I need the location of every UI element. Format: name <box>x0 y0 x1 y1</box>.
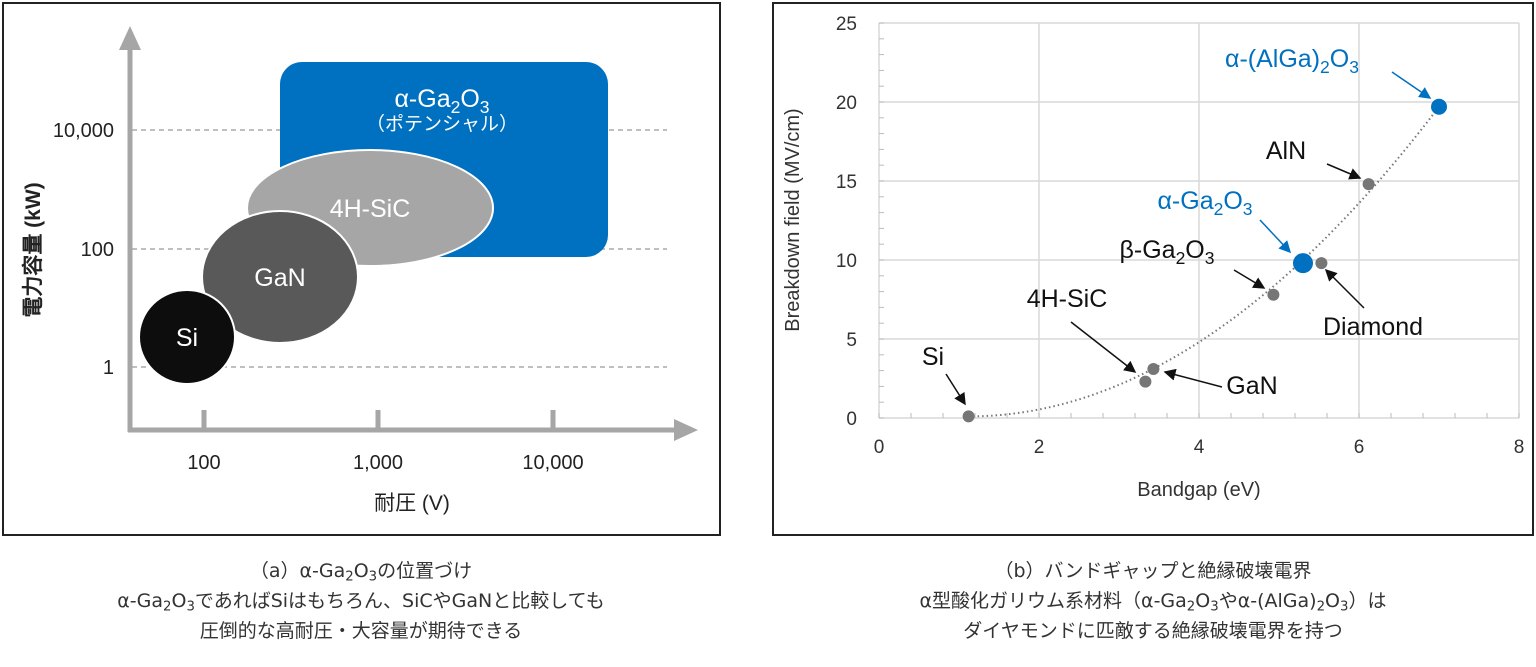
y-tick-label: 20 <box>836 93 857 114</box>
panel-power-vs-voltage: 10,000 100 1 100 1,000 10,000 耐圧 (V) 電力容… <box>2 2 721 536</box>
region-sublabel-potential: （ポテンシャル） <box>366 113 518 135</box>
x-tick-label: 10,000 <box>522 452 583 474</box>
x-axis-arrow-icon <box>674 419 698 441</box>
data-point--ga2o3 <box>1293 253 1313 274</box>
region-label-4h-sic: 4H-SiC <box>330 195 411 223</box>
data-point-diamond <box>1315 257 1328 270</box>
caption-a-title: （a）α-Ga2O3の位置づけ <box>249 560 473 585</box>
annotation-4h-sic: 4H-SiC <box>1027 285 1108 313</box>
x-axis-label: Bandgap (eV) <box>1137 479 1260 501</box>
data-point-aln <box>1362 178 1375 191</box>
annotation-arrow <box>1233 269 1266 289</box>
region-label-gan: GaN <box>254 264 305 292</box>
y-tick-label: 15 <box>836 172 857 193</box>
y-tick-label: 25 <box>836 14 857 35</box>
annotation-aln: AlN <box>1266 137 1306 165</box>
y-tick-label: 0 <box>846 409 857 430</box>
caption-b-title: （b）バンドギャップと絶縁破壊電界 <box>994 560 1312 582</box>
panel-breakdown-vs-bandgap: 0 2 4 6 8 0 5 10 15 20 25 α-(AlGa)2O3 AlN α-Ga2O3 … <box>772 2 1534 536</box>
annotation-gan: GaN <box>1226 372 1277 400</box>
annotation-arrow <box>1326 163 1362 180</box>
annotation-beta-ga2o3: β-Ga2O3 <box>1120 236 1215 268</box>
x-tick-label: 2 <box>1034 437 1045 458</box>
region-label-si: Si <box>176 324 198 352</box>
annotation-arrow <box>1324 268 1365 309</box>
x-tick-label: 8 <box>1514 437 1525 458</box>
data-point-4h-sic <box>1139 375 1152 388</box>
x-tick-label: 6 <box>1354 437 1365 458</box>
annotation-alpha-alga2o3: α-(AlGa)2O3 <box>1225 45 1359 77</box>
y-axis-label: 電力容量 (kW) <box>21 182 45 317</box>
x-axis-label: 耐圧 (V) <box>374 492 450 515</box>
annotation-arrow <box>1163 368 1223 388</box>
annotation-arrow <box>945 373 966 406</box>
caption-b-line: α型酸化ガリウム系材料（α-Ga2O3やα-(AlGa)2O3）は <box>919 590 1387 615</box>
annotation-si: Si <box>922 343 944 371</box>
annotation-arrow <box>1070 321 1137 373</box>
caption-a-line: 圧倒的な高耐圧・大容量が期待できる <box>199 620 523 642</box>
caption-b: （b）バンドギャップと絶縁破壊電界 α型酸化ガリウム系材料（α-Ga2O3やα-… <box>772 556 1534 646</box>
y-tick-label: 10 <box>836 251 857 272</box>
data-point-si <box>962 410 975 423</box>
caption-a-line: α-Ga2O3であればSiはもちろん、SiCやGaNと比較しても <box>117 590 605 615</box>
data-point-gan <box>1147 363 1160 376</box>
x-tick-label: 100 <box>187 452 220 474</box>
x-tick-label: 4 <box>1194 437 1205 458</box>
caption-b-line: ダイヤモンドに匹敵する絶縁破壊電界を持つ <box>963 620 1343 642</box>
y-axis-label: Breakdown field (MV/cm) <box>782 108 804 331</box>
y-axis-arrow-icon <box>119 26 141 50</box>
x-tick-label: 1,000 <box>353 452 403 474</box>
y-tick-label: 100 <box>81 239 114 261</box>
annotation-arrow <box>1259 219 1292 254</box>
x-tick-label: 0 <box>874 437 885 458</box>
annotation-alpha-ga2o3: α-Ga2O3 <box>1157 187 1252 219</box>
y-tick-label: 10,000 <box>53 120 114 142</box>
region-label-alpha-ga2o3: α-Ga2O3 <box>394 85 489 117</box>
annotation-arrow <box>1391 71 1432 99</box>
data-point--alga-2o3 <box>1431 98 1447 115</box>
y-tick-label: 1 <box>103 357 114 379</box>
region-gan <box>201 210 359 344</box>
y-tick-label: 5 <box>846 330 857 351</box>
caption-a: （a）α-Ga2O3の位置づけ α-Ga2O3であればSiはもちろん、SiCやG… <box>0 556 722 646</box>
annotation-diamond: Diamond <box>1323 313 1423 341</box>
data-point--ga2o3 <box>1267 288 1280 301</box>
region-chart: 10,000 100 1 100 1,000 10,000 耐圧 (V) 電力容… <box>21 26 698 515</box>
region-si <box>138 289 236 385</box>
